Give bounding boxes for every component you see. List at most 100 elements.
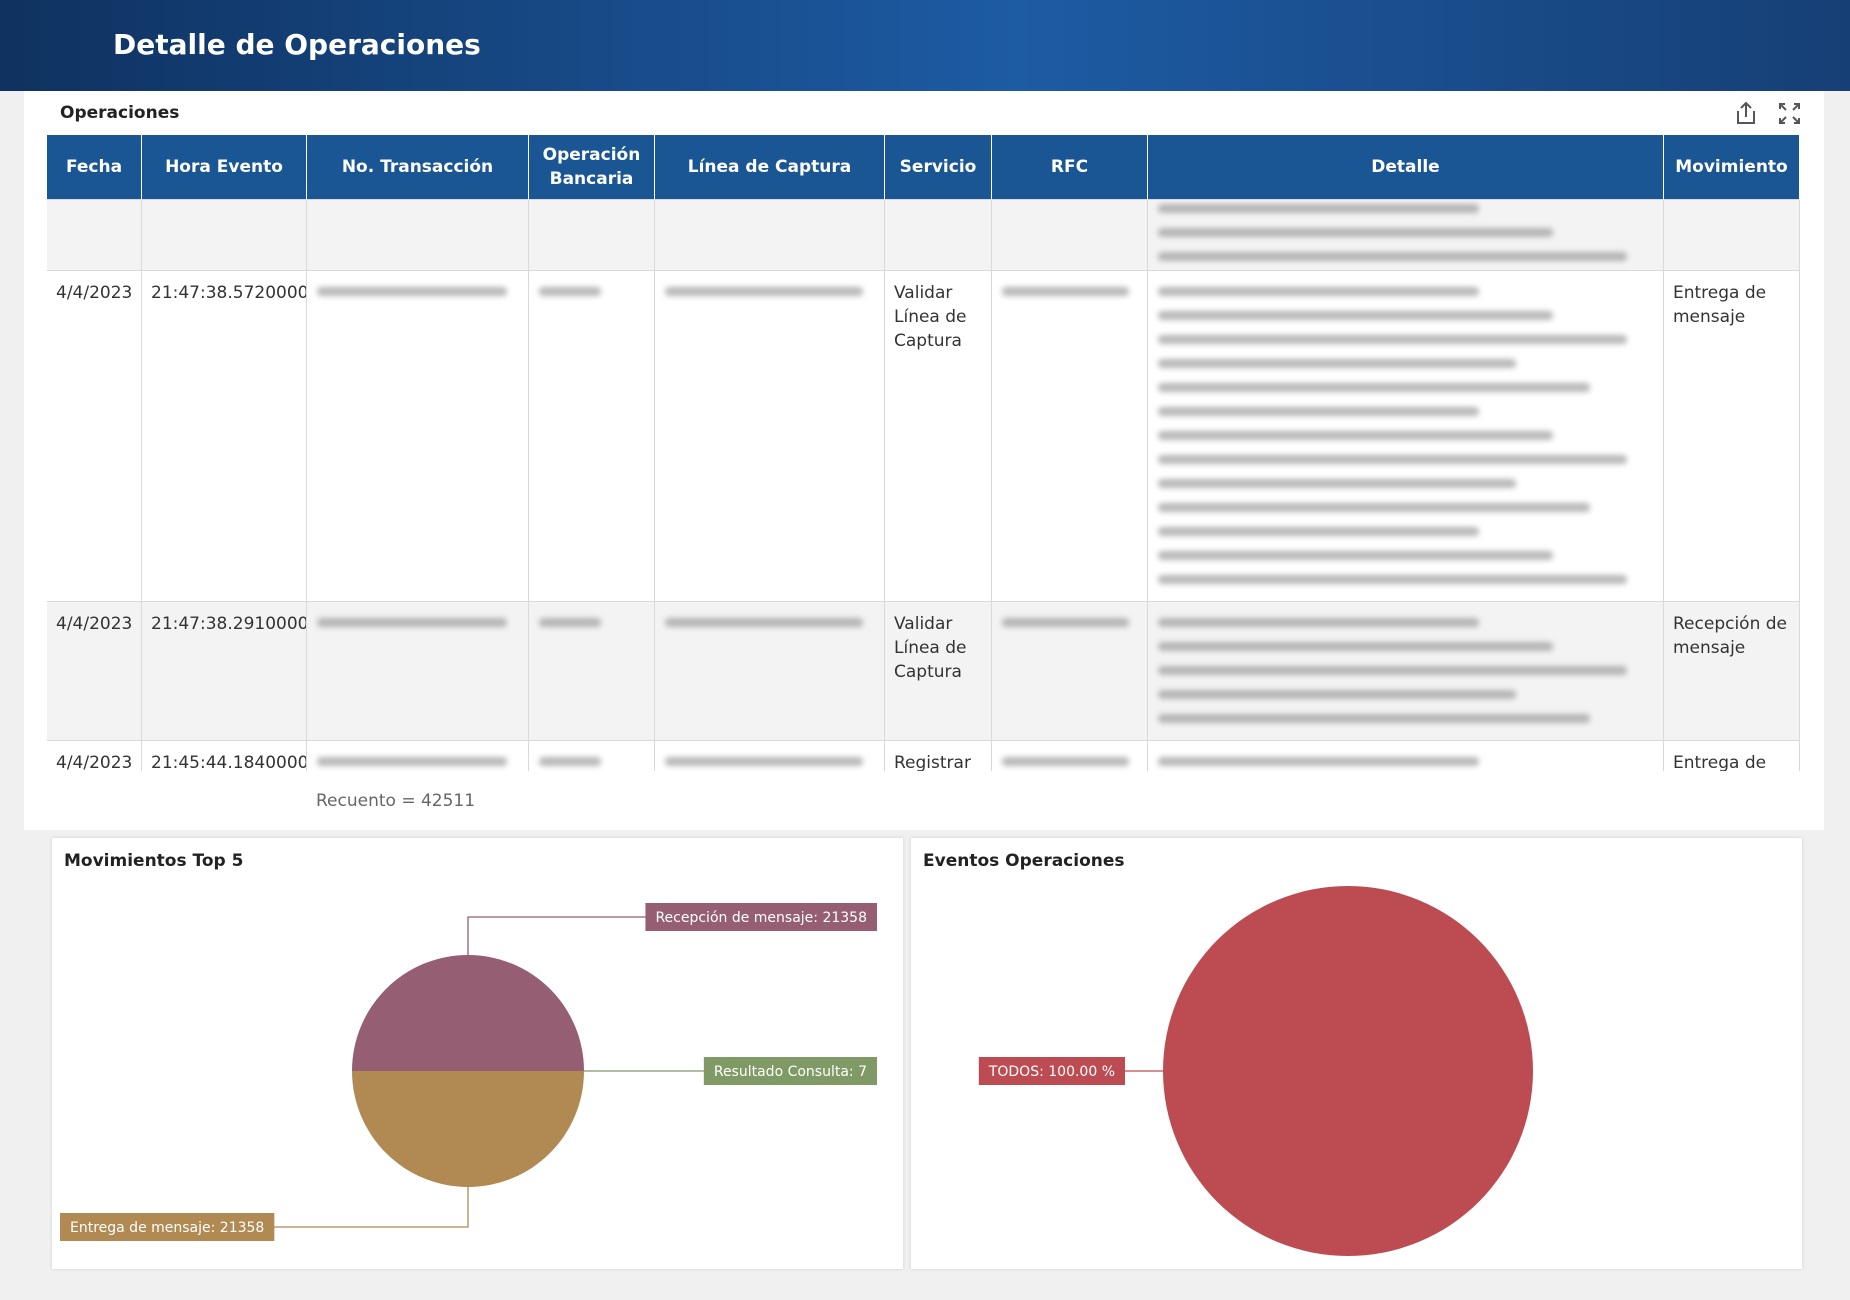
redacted-cell [885, 200, 992, 271]
redacted-text [539, 757, 602, 766]
redacted-text [1158, 757, 1480, 766]
redacted-text [1158, 618, 1480, 627]
redacted-cell [992, 200, 1148, 271]
table-cell: Entrega de mensaje [1664, 271, 1800, 602]
redacted-text [1158, 228, 1554, 237]
redacted-text [1158, 714, 1591, 723]
redacted-cell [655, 741, 885, 771]
redacted-cell [529, 200, 655, 271]
redacted-cell [142, 200, 307, 271]
redacted-text [1158, 455, 1628, 464]
redacted-text [1002, 618, 1130, 627]
label-box [645, 903, 877, 931]
redacted-text [317, 287, 507, 296]
column-header: Servicio [885, 135, 992, 200]
charts: Movimientos Top 5 Recepción de mensaje: 2… [60, 851, 1533, 1256]
table-cell: 21:47:38.5720000 [142, 271, 307, 602]
redacted-text [1158, 551, 1554, 560]
row-count: Recuento = 42511 [316, 791, 476, 811]
redacted-text [1158, 666, 1628, 675]
redacted-text [1158, 527, 1480, 536]
redacted-cell [1148, 200, 1664, 271]
redacted-text [1158, 359, 1517, 368]
redacted-text [1158, 287, 1480, 296]
table-cell: Registrar [885, 741, 992, 771]
redacted-cell [307, 271, 529, 602]
table-cell: Validar Línea de Captura [885, 602, 992, 741]
redacted-cell [529, 271, 655, 602]
label-text: Recepción de mensaje: 21358 [655, 910, 867, 926]
redacted-cell [992, 741, 1148, 771]
table-cell: 4/4/2023 [47, 741, 142, 771]
redacted-text [665, 287, 863, 296]
redacted-cell [529, 602, 655, 741]
data-table: Fecha Hora Evento No. Transacción Operación… [47, 135, 1800, 771]
column-header: Operación Bancaria [529, 135, 655, 200]
label-box [60, 1213, 275, 1241]
column-header: RFC [992, 135, 1148, 200]
label-text: Entrega de mensaje: 21358 [70, 1220, 264, 1236]
redacted-cell [1664, 200, 1800, 271]
header: Detalle de Operaciones [0, 0, 1850, 91]
column-header: Línea de Captura [655, 135, 885, 200]
label-box [703, 1057, 877, 1085]
redacted-cell [992, 602, 1148, 741]
redacted-cell [655, 271, 885, 602]
callout-line [467, 916, 660, 955]
chart-title: Movimientos Top 5 [64, 851, 243, 871]
redacted-text [1158, 383, 1591, 392]
data-label: Recepción de mensaje: 21358 [645, 903, 877, 931]
redacted-cell [307, 741, 529, 771]
data-label: Entrega de mensaje: 21358 [60, 1213, 275, 1241]
label-box [978, 1057, 1125, 1085]
page-title: Detalle de Operaciones [113, 28, 481, 61]
column-header: No. Transacción [307, 135, 529, 200]
column-header: Detalle [1148, 135, 1664, 200]
panel-title: Operaciones [60, 103, 180, 123]
redacted-cell [1148, 741, 1664, 771]
redacted-cell [47, 200, 142, 271]
redacted-text [665, 618, 863, 627]
redacted-text [1002, 287, 1130, 296]
pie-slice [352, 954, 584, 1071]
redacted-cell [307, 602, 529, 741]
table-cell: 4/4/2023 [47, 602, 142, 741]
redacted-text [1158, 642, 1554, 651]
label-text: TODOS: 100.00 % [988, 1064, 1115, 1080]
redacted-text [317, 618, 507, 627]
redacted-cell [655, 602, 885, 741]
redacted-cell [655, 200, 885, 271]
table-panel: Operaciones Fecha Hora Evento No. Transacc… [24, 91, 1824, 830]
table-cell: 21:47:38.2910000 [142, 602, 307, 741]
redacted-text [539, 618, 602, 627]
table-cell: Recepción de mensaje [1664, 602, 1800, 741]
redacted-text [1158, 575, 1628, 584]
redacted-text [317, 757, 507, 766]
redacted-text [1158, 503, 1591, 512]
redacted-text [1158, 335, 1628, 344]
redacted-cell [529, 741, 655, 771]
label-text: Resultado Consulta: 7 [714, 1064, 867, 1080]
callout-line [260, 1187, 469, 1228]
redacted-text [1158, 431, 1554, 440]
redacted-cell [1148, 602, 1664, 741]
redacted-text [1158, 311, 1554, 320]
redacted-text [1158, 690, 1517, 699]
table-cell: Validar Línea de Captura [885, 271, 992, 602]
redacted-cell [992, 271, 1148, 602]
column-header: Hora Evento [142, 135, 307, 200]
redacted-text [665, 757, 863, 766]
redacted-text [1158, 479, 1517, 488]
pie-slice [1163, 886, 1533, 1256]
column-header: Fecha [47, 135, 142, 200]
redacted-text [1158, 204, 1480, 213]
redacted-cell [1148, 271, 1664, 602]
pie-slice [352, 1071, 584, 1187]
redacted-text [1158, 407, 1480, 416]
chart-title: Eventos Operaciones [923, 851, 1125, 871]
panel-icons[interactable] [1734, 99, 1804, 127]
column-header: Movimiento [1664, 135, 1800, 200]
redacted-text [1002, 757, 1130, 766]
data-label: Resultado Consulta: 7 [703, 1057, 877, 1085]
